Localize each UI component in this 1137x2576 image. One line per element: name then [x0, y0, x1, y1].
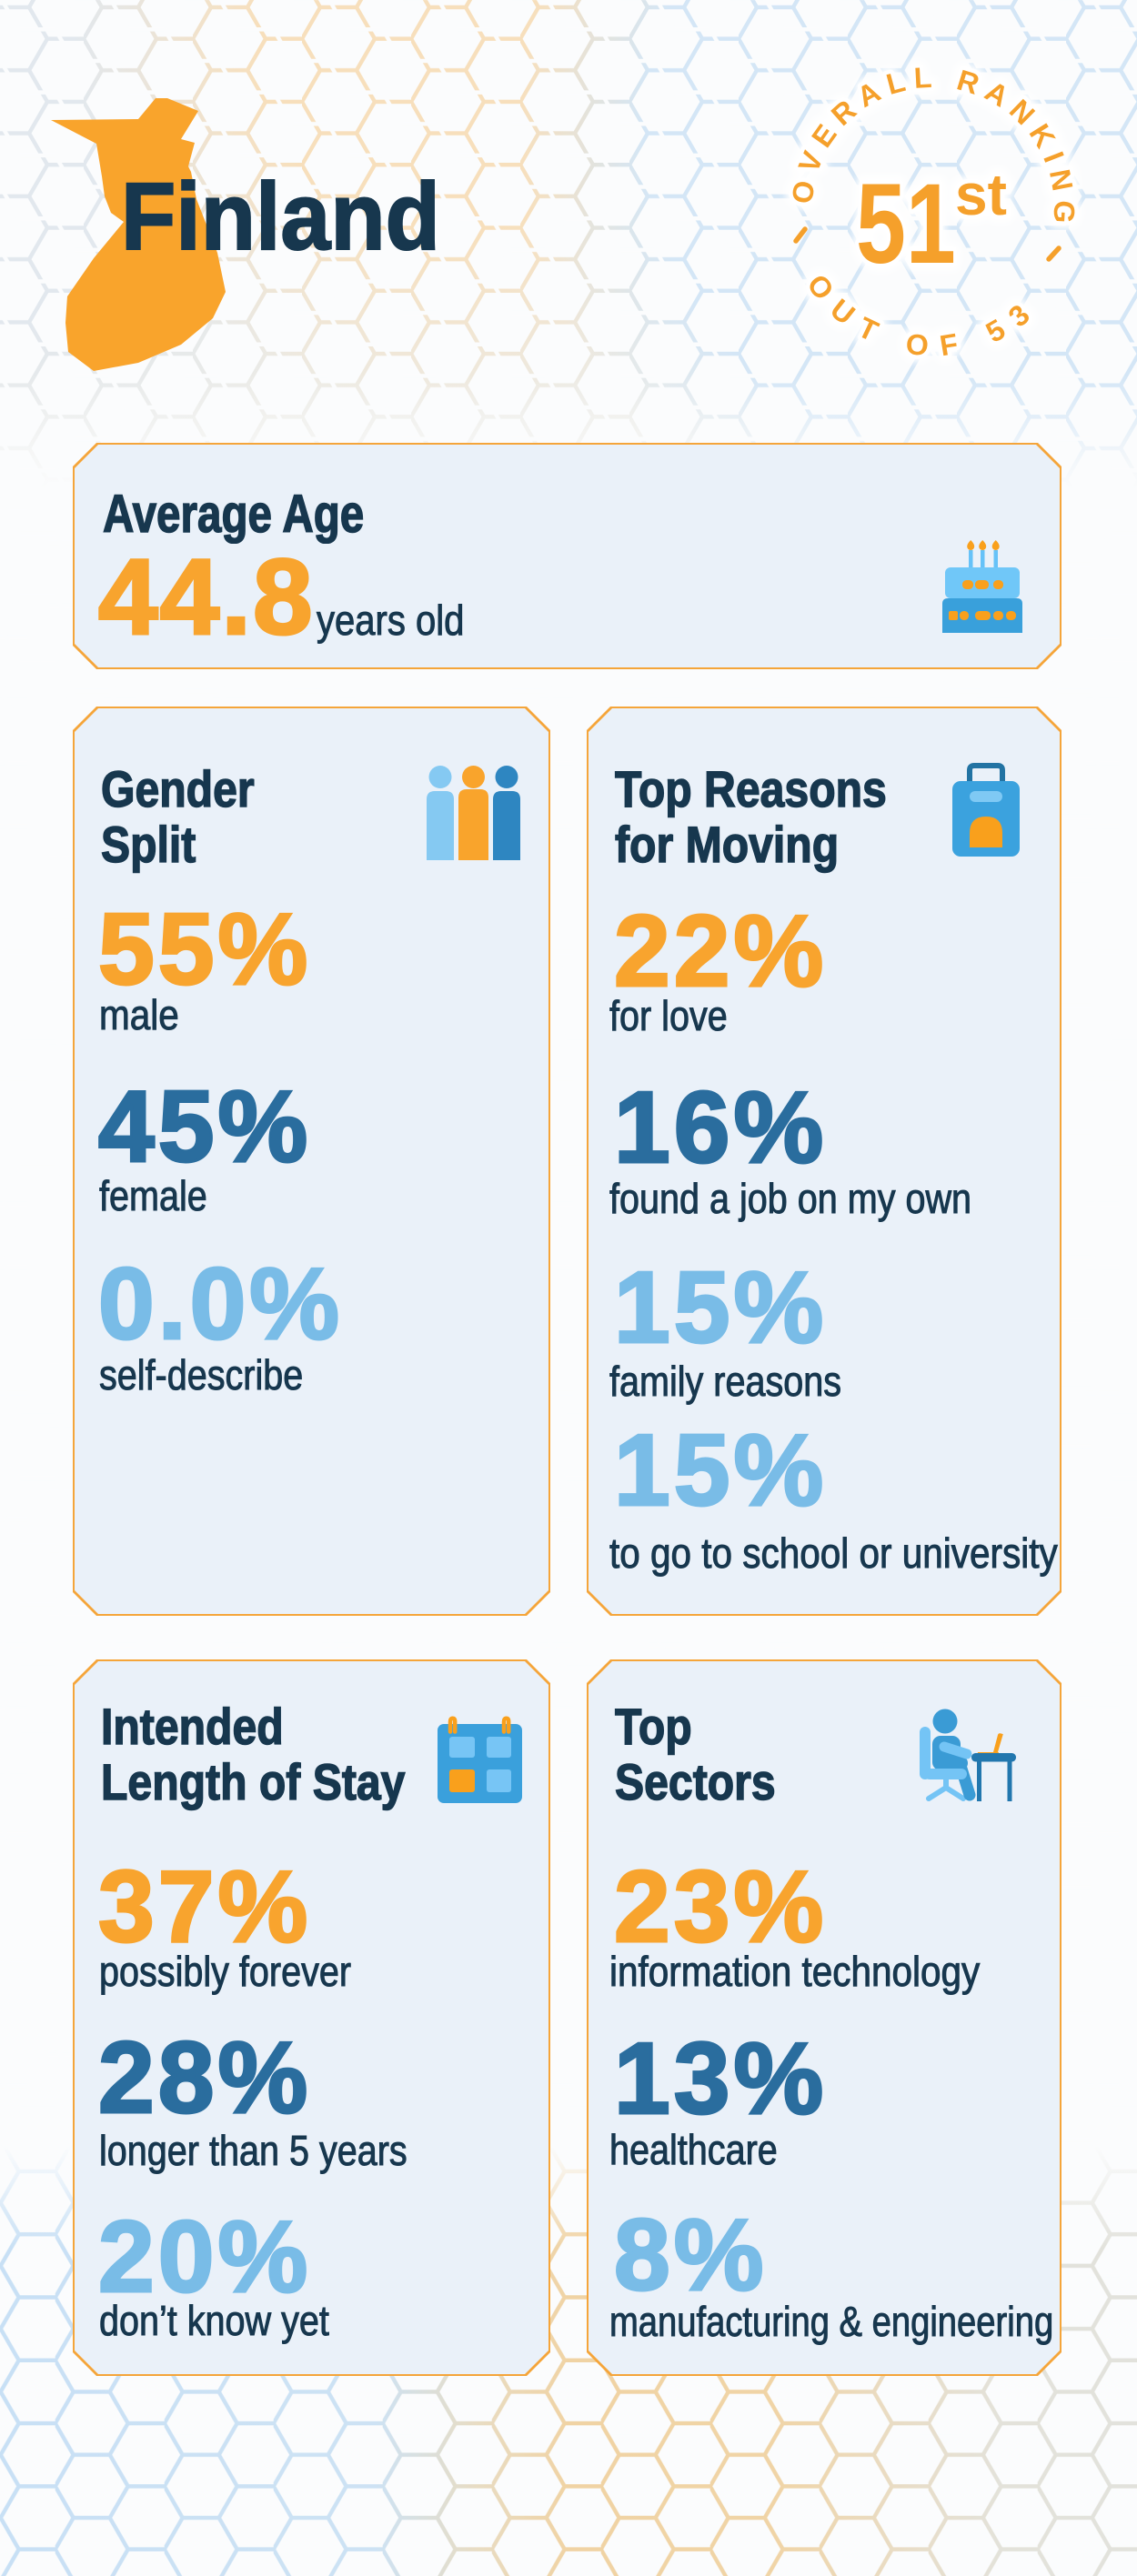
svg-text:51: 51: [856, 160, 956, 287]
svg-text:st: st: [955, 162, 1007, 227]
svg-text:st: st: [955, 162, 1007, 227]
svg-text:51: 51: [856, 160, 956, 287]
